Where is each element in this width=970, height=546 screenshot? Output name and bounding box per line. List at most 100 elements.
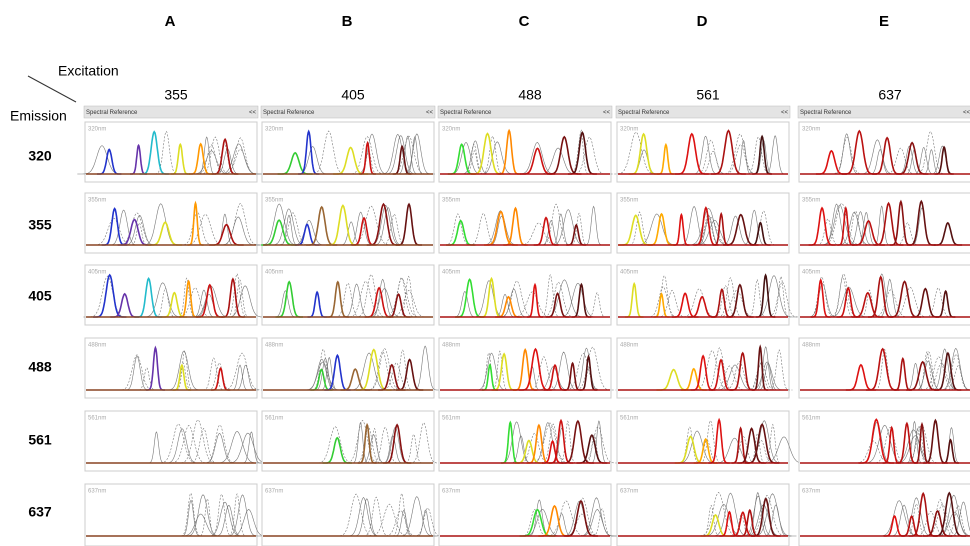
header-bar xyxy=(83,105,259,119)
panel-frame xyxy=(84,410,258,472)
emission-label: Emission xyxy=(10,108,67,124)
panel-label: 637nm xyxy=(620,489,638,495)
emission-value: 355 xyxy=(28,217,52,233)
panel-label: 320nm xyxy=(802,127,820,133)
reference-curve xyxy=(219,137,262,175)
panel-label: 355nm xyxy=(620,198,638,204)
spectrum-panel: 561nm xyxy=(438,410,620,472)
excitation-value: 561 xyxy=(696,87,720,103)
spectrum-panel: 488nm xyxy=(438,337,616,399)
panel-frame xyxy=(84,264,258,326)
panel-label: 405nm xyxy=(802,270,820,276)
header-title: Spectral Reference xyxy=(800,110,852,116)
panel-label: 488nm xyxy=(802,343,820,349)
excitation-value: 488 xyxy=(518,87,542,103)
collapse-button: << xyxy=(963,110,970,116)
spectrum-panel: 561nm xyxy=(616,410,810,472)
spectrum-panel: 355nm xyxy=(616,192,790,254)
panel-frame xyxy=(798,410,970,472)
header-bar xyxy=(797,105,970,119)
panel-label: 355nm xyxy=(265,198,283,204)
spectrum-panel: 637nm xyxy=(438,483,619,546)
spectrum-panel: 355nm xyxy=(438,192,612,254)
panel-label: 637nm xyxy=(88,489,106,495)
panel-label: 561nm xyxy=(620,416,638,422)
spectrum-panel: 320nm xyxy=(261,121,435,183)
panel-label: 320nm xyxy=(620,127,638,133)
panel-label: 355nm xyxy=(88,198,106,204)
panel-label: 637nm xyxy=(265,489,283,495)
reference-curve xyxy=(695,150,731,175)
header-bar xyxy=(437,105,613,119)
spectrum-panel: 405nm xyxy=(438,264,612,326)
panel-label: 561nm xyxy=(442,416,460,422)
header-bar xyxy=(260,105,436,119)
reference-curve xyxy=(537,203,575,246)
excitation-value: 355 xyxy=(164,87,188,103)
reference-curve xyxy=(525,356,563,391)
reference-curve xyxy=(517,509,552,537)
panel-label: 488nm xyxy=(442,343,460,349)
header-title: Spectral Reference xyxy=(263,110,315,116)
collapse-button: << xyxy=(249,110,257,116)
panel-frame xyxy=(84,337,258,399)
collapse-button: << xyxy=(426,110,434,116)
spectrum-panel: 355nm xyxy=(798,192,970,254)
corner-divider xyxy=(27,75,77,103)
spectrum-panel: 355nm xyxy=(84,192,265,254)
panel-label: 561nm xyxy=(88,416,106,422)
spectrum-panel: 405nm xyxy=(261,264,435,326)
emission-value: 488 xyxy=(28,359,52,375)
column-letter: D xyxy=(697,13,708,30)
collapse-button: << xyxy=(781,110,789,116)
panel-label: 488nm xyxy=(88,343,106,349)
panel-frame xyxy=(438,410,612,472)
header-title: Spectral Reference xyxy=(86,110,138,116)
reference-curve xyxy=(827,136,867,175)
emission-value: 637 xyxy=(28,504,52,520)
excitation-label: Excitation xyxy=(58,63,119,79)
panel-label: 355nm xyxy=(802,198,820,204)
emission-value: 561 xyxy=(28,432,52,448)
spectrum-panel: 561nm xyxy=(798,410,970,472)
panel-frame xyxy=(84,192,258,254)
header-title: Spectral Reference xyxy=(440,110,492,116)
panel-frame xyxy=(616,337,790,399)
emission-value: 405 xyxy=(28,288,52,304)
spectrum-panel: 320nm xyxy=(798,121,970,183)
spectrum-panel: 488nm xyxy=(84,337,267,399)
panel-frame xyxy=(261,410,435,472)
panel-grid: A 355 Spectral Reference << 320nm 355nm 405nm 4… xyxy=(28,13,970,546)
spectrum-panel: 488nm xyxy=(616,337,793,399)
spectrum-panel: 561nm xyxy=(84,410,274,472)
spectrum-panel: 405nm xyxy=(798,264,970,326)
spectrum-panel: 637nm xyxy=(616,483,797,546)
reference-curve xyxy=(910,511,951,537)
panel-label: 405nm xyxy=(442,270,460,276)
panel-label: 320nm xyxy=(265,127,283,133)
panel-label: 405nm xyxy=(88,270,106,276)
spectrum-panel: 637nm xyxy=(798,483,970,546)
panel-label: 637nm xyxy=(802,489,820,495)
excitation-value: 405 xyxy=(341,87,365,103)
spectrum-panel: 637nm xyxy=(84,483,272,546)
panel-label: 355nm xyxy=(442,198,460,204)
panel-label: 320nm xyxy=(442,127,460,133)
panel-label: 488nm xyxy=(265,343,283,349)
panel-label: 637nm xyxy=(442,489,460,495)
panel-frame xyxy=(261,264,435,326)
excitation-value: 637 xyxy=(878,87,902,103)
spectrum-panel: 637nm xyxy=(261,483,446,546)
panel-label: 488nm xyxy=(620,343,638,349)
spectrum-panel: 320nm xyxy=(438,121,612,183)
collapse-button: << xyxy=(603,110,611,116)
header-bar xyxy=(615,105,791,119)
column-letter: B xyxy=(342,13,353,30)
spectrum-panel: 488nm xyxy=(798,337,970,399)
spectrum-panel: 561nm xyxy=(261,410,442,472)
spectrum-panel: 320nm xyxy=(610,121,790,183)
panel-label: 405nm xyxy=(265,270,283,276)
panel-label: 405nm xyxy=(620,270,638,276)
reference-curve xyxy=(406,422,442,464)
